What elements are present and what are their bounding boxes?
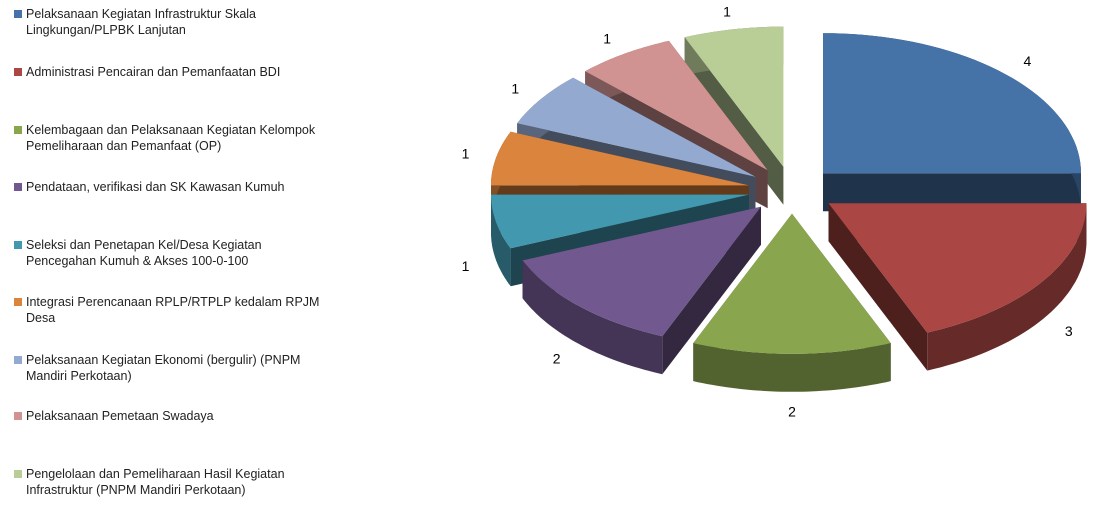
legend-label: Pengelolaan dan Pemeliharaan Hasil Kegia…: [26, 467, 285, 497]
legend-label: Pelaksanaan Kegiatan Ekonomi (bergulir) …: [26, 353, 301, 383]
legend-swatch: [14, 10, 22, 18]
legend-label: Pelaksanaan Kegiatan Infrastruktur Skala…: [26, 7, 256, 37]
data-label: 2: [553, 350, 561, 366]
slice-top: [517, 77, 756, 177]
legend-swatch: [14, 356, 22, 364]
data-label: 1: [511, 80, 519, 96]
slice-side: [522, 260, 663, 375]
legend-swatch: [14, 412, 22, 420]
pie-slice: [828, 203, 1087, 371]
legend-item: Integrasi Perencanaan RPLP/RTPLP kedalam…: [14, 294, 394, 326]
legend-label: Kelembagaan dan Pelaksanaan Kegiatan Kel…: [26, 123, 316, 153]
pie-slice: [823, 33, 1081, 212]
slice-top: [585, 40, 768, 171]
legend-swatch: [14, 126, 22, 134]
legend-item: Pendataan, verifikasi dan SK Kawasan Kum…: [14, 179, 394, 195]
legend-item: Pelaksanaan Pemetaan Swadaya: [14, 408, 394, 424]
legend-label: Pelaksanaan Pemetaan Swadaya: [26, 409, 214, 423]
slice-top: [684, 26, 784, 167]
legend-swatch: [14, 241, 22, 249]
slice-top: [693, 213, 891, 354]
legend-item: Pengelolaan dan Pemeliharaan Hasil Kegia…: [14, 466, 394, 498]
slice-top: [491, 194, 749, 249]
data-label: 1: [462, 145, 470, 161]
slice-side: [491, 194, 511, 287]
legend-swatch: [14, 183, 22, 191]
slice-top: [828, 203, 1087, 333]
slice-side: [693, 343, 891, 392]
slice-wall: [828, 203, 928, 371]
legend-label: Pendataan, verifikasi dan SK Kawasan Kum…: [26, 180, 285, 194]
slice-wall: [823, 173, 1081, 212]
data-label: 1: [603, 31, 611, 47]
slice-top: [491, 131, 749, 186]
legend-label: Integrasi Perencanaan RPLP/RTPLP kedalam…: [26, 295, 320, 325]
pie-slice: [522, 206, 761, 375]
legend-item: Kelembagaan dan Pelaksanaan Kegiatan Kel…: [14, 122, 394, 154]
data-label: 4: [1023, 53, 1031, 69]
legend-item: Pelaksanaan Kegiatan Infrastruktur Skala…: [14, 6, 394, 38]
slice-top: [522, 206, 761, 337]
data-label: 1: [462, 258, 470, 274]
slice-side: [927, 203, 1087, 371]
data-label: 3: [1065, 323, 1073, 339]
legend-label: Administrasi Pencairan dan Pemanfaatan B…: [26, 65, 281, 79]
legend-item: Seleksi dan Penetapan Kel/Desa Kegiatan …: [14, 237, 394, 269]
slice-top: [823, 33, 1081, 174]
data-label: 1: [723, 4, 731, 20]
legend-swatch: [14, 470, 22, 478]
pie-slice: [693, 213, 891, 392]
legend-item: Administrasi Pencairan dan Pemanfaatan B…: [14, 64, 394, 80]
data-label: 2: [788, 403, 796, 419]
legend-swatch: [14, 68, 22, 76]
legend-label: Seleksi dan Penetapan Kel/Desa Kegiatan …: [26, 238, 262, 268]
legend-item: Pelaksanaan Kegiatan Ekonomi (bergulir) …: [14, 352, 394, 384]
legend-swatch: [14, 298, 22, 306]
